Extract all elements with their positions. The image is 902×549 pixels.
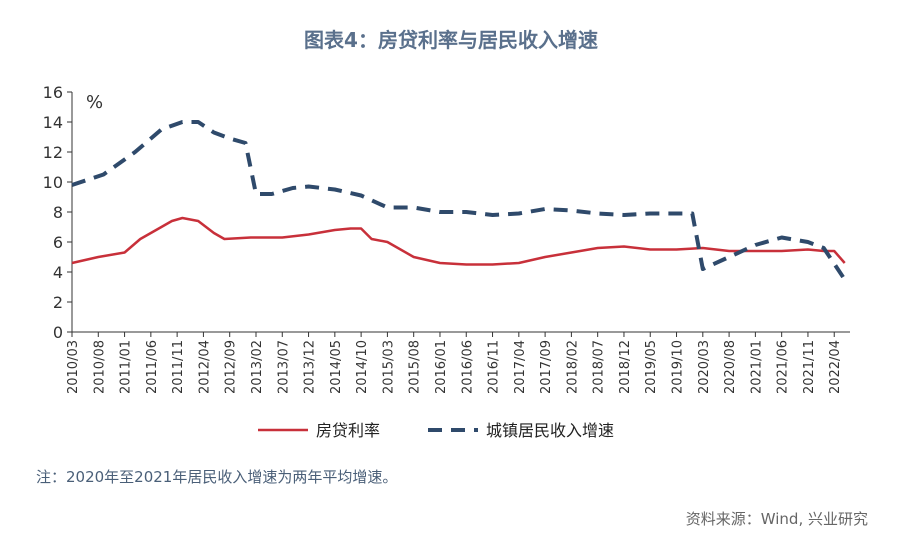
series-line-2: [71, 120, 847, 281]
series-line-1: [71, 216, 846, 266]
y-unit-label: %: [86, 92, 103, 113]
x-tick-label: 2018/02: [565, 340, 580, 394]
chart-note: 注：2020年至2021年居民收入增速为两年平均增速。: [36, 468, 398, 486]
x-tick-label: 2013/02: [250, 340, 265, 394]
legend: 房贷利率 城镇居民收入增速: [258, 421, 614, 440]
x-tick-label: 2018/07: [592, 340, 607, 394]
x-tick-label: 2013/12: [303, 340, 318, 394]
x-tick-label: 2018/12: [618, 340, 633, 394]
x-tick-label: 2014/05: [329, 340, 344, 394]
y-tick-label: 8: [53, 203, 63, 222]
x-tick-label: 2011/01: [119, 340, 134, 394]
x-tick-label: 2019/10: [671, 340, 686, 394]
x-tick-label: 2013/07: [276, 340, 291, 394]
x-tick-label: 2021/01: [749, 340, 764, 394]
y-tick-label: 10: [43, 173, 63, 192]
x-tick-label: 2020/08: [723, 340, 738, 394]
y-tick-label: 6: [53, 233, 63, 252]
x-tick-label: 2012/04: [197, 340, 212, 394]
chart-svg: 0 2 4 6 8 10 12 14 16 2010/03 2010/08 2011/01 2011/…: [43, 83, 850, 440]
x-tick-label: 2019/05: [644, 340, 659, 394]
chart-source: 资料来源：Wind, 兴业研究: [685, 510, 868, 528]
x-axis-ticks: 2010/03 2010/08 2011/01 2011/06 2011/11 2012/…: [66, 332, 843, 394]
x-tick-label: 2015/03: [381, 340, 396, 394]
legend-label-1: 房贷利率: [316, 421, 380, 440]
x-tick-label: 2014/10: [355, 340, 370, 394]
x-tick-label: 2010/03: [66, 340, 81, 394]
chart-axes: [71, 92, 850, 333]
x-tick-label: 2015/08: [408, 340, 423, 394]
x-tick-label: 2021/06: [776, 340, 791, 394]
x-tick-label: 2016/01: [434, 340, 449, 394]
x-tick-label: 2016/06: [460, 340, 475, 394]
y-tick-label: 2: [53, 293, 63, 312]
y-tick-label: 16: [43, 83, 63, 102]
y-axis-ticks: 0 2 4 6 8 10 12 14 16: [43, 83, 72, 342]
y-tick-label: 0: [53, 323, 63, 342]
y-tick-label: 14: [43, 113, 63, 132]
x-tick-label: 2011/11: [171, 340, 186, 394]
y-tick-label: 12: [43, 143, 63, 162]
x-tick-label: 2022/04: [828, 340, 843, 394]
chart-title: 图表4：房贷利率与居民收入增速: [304, 28, 598, 52]
x-tick-label: 2011/06: [145, 340, 160, 394]
x-tick-label: 2017/04: [513, 340, 528, 394]
x-tick-label: 2016/11: [487, 340, 502, 394]
x-tick-label: 2017/09: [539, 340, 554, 394]
x-tick-label: 2010/08: [92, 340, 107, 394]
series-lines: [71, 120, 847, 281]
x-tick-label: 2021/11: [802, 340, 817, 394]
y-tick-label: 4: [53, 263, 63, 282]
legend-label-2: 城镇居民收入增速: [486, 421, 614, 440]
x-tick-label: 2012/09: [224, 340, 239, 394]
x-tick-label: 2020/03: [697, 340, 712, 394]
